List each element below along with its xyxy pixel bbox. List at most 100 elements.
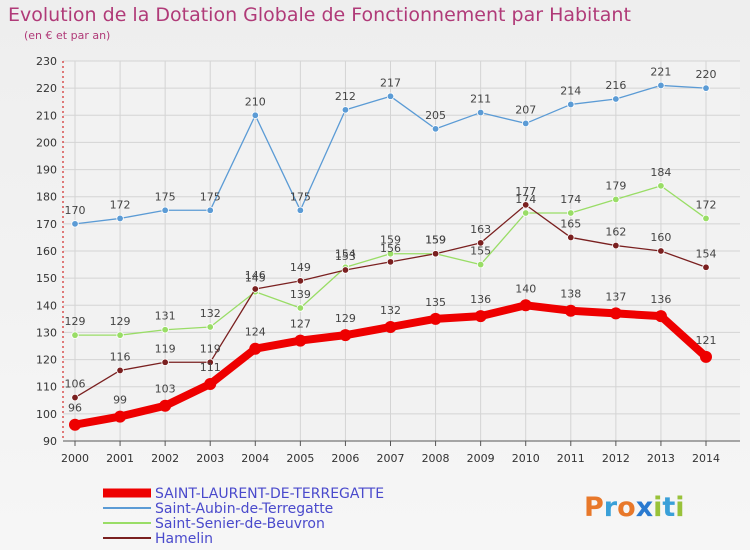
- data-label: 121: [696, 334, 717, 347]
- data-point: [386, 250, 395, 258]
- x-tick-label: 2001: [106, 452, 134, 465]
- data-point: [161, 326, 169, 334]
- y-tick-label: 160: [36, 245, 57, 258]
- data-point: [161, 206, 169, 214]
- data-point: [341, 266, 350, 274]
- data-point: [612, 195, 620, 204]
- x-tick-label: 2011: [557, 452, 585, 465]
- data-label: 135: [425, 296, 446, 309]
- data-label: 119: [155, 342, 176, 355]
- x-tick-label: 2007: [377, 452, 405, 465]
- data-label: 96: [68, 402, 82, 415]
- data-point: [206, 358, 214, 366]
- data-label: 129: [335, 312, 356, 325]
- data-label: 106: [65, 378, 86, 391]
- data-point: [702, 84, 710, 92]
- data-point: [294, 334, 307, 347]
- y-tick-label: 100: [36, 408, 57, 421]
- data-label: 165: [560, 217, 581, 230]
- data-label: 163: [470, 223, 491, 236]
- data-point: [251, 285, 259, 293]
- data-label: 160: [650, 231, 671, 244]
- data-label: 174: [560, 193, 581, 206]
- x-tick-label: 2006: [331, 452, 359, 465]
- data-point: [386, 92, 395, 100]
- data-label: 127: [290, 318, 311, 331]
- y-tick-label: 210: [36, 109, 57, 122]
- data-point: [159, 399, 172, 412]
- y-tick-label: 220: [36, 82, 57, 95]
- y-tick-label: 150: [36, 272, 57, 285]
- data-point: [386, 258, 395, 266]
- legend-label: Saint-Senier-de-Beuvron: [155, 516, 325, 532]
- data-point: [69, 418, 81, 431]
- data-point: [657, 247, 665, 255]
- data-point: [567, 233, 575, 242]
- data-label: 145: [245, 272, 266, 285]
- legend-label: SAINT-LAURENT-DE-TERREGATTE: [155, 486, 384, 502]
- data-label: 139: [290, 288, 311, 301]
- data-label: 146: [245, 269, 266, 282]
- data-label: 162: [605, 226, 626, 239]
- data-point: [429, 312, 442, 325]
- data-point: [564, 304, 577, 317]
- legend-label: Hamelin: [155, 531, 213, 547]
- data-label: 175: [290, 190, 311, 203]
- data-point: [474, 310, 487, 323]
- chart-subtitle: (en € et par an): [24, 29, 111, 42]
- data-point: [476, 108, 485, 117]
- x-tick-label: 2005: [286, 452, 314, 465]
- proxiti-logo: Proxiti: [584, 492, 685, 523]
- data-label: 210: [245, 95, 266, 108]
- data-point: [204, 378, 217, 390]
- x-tick-label: 2004: [241, 452, 269, 465]
- data-point: [702, 263, 710, 271]
- data-label: 132: [380, 304, 401, 317]
- data-label: 116: [110, 350, 131, 363]
- x-tick-label: 2012: [602, 452, 630, 465]
- y-tick-label: 140: [36, 299, 57, 312]
- data-point: [702, 214, 710, 223]
- data-point: [609, 307, 622, 320]
- data-point: [522, 209, 530, 217]
- data-point: [296, 304, 305, 312]
- data-point: [700, 350, 712, 363]
- data-label: 149: [290, 261, 311, 274]
- data-label: 137: [605, 290, 626, 303]
- data-label: 154: [335, 247, 356, 260]
- data-point: [251, 111, 259, 119]
- data-label: 216: [605, 79, 626, 92]
- data-label: 177: [515, 185, 536, 198]
- data-point: [206, 206, 214, 214]
- data-point: [431, 250, 440, 258]
- data-point: [657, 81, 665, 90]
- data-label: 136: [470, 293, 491, 306]
- data-point: [71, 220, 79, 228]
- data-point: [522, 201, 530, 209]
- data-point: [206, 323, 214, 331]
- data-label: 214: [560, 84, 581, 97]
- legend-label: Saint-Aubin-de-Terregatte: [155, 501, 333, 517]
- data-point: [519, 299, 532, 312]
- data-label: 217: [380, 76, 401, 89]
- data-label: 103: [155, 383, 176, 396]
- data-label: 172: [696, 198, 717, 211]
- x-tick-label: 2002: [151, 452, 179, 465]
- data-point: [296, 206, 305, 214]
- data-label: 154: [696, 247, 717, 260]
- y-tick-label: 90: [43, 435, 57, 448]
- data-label: 159: [425, 234, 446, 247]
- data-label: 138: [560, 288, 581, 301]
- y-tick-label: 180: [36, 191, 57, 204]
- data-label: 119: [200, 342, 221, 355]
- data-label: 140: [515, 282, 536, 295]
- data-point: [71, 393, 79, 402]
- data-label: 220: [696, 68, 717, 81]
- data-label: 153: [335, 250, 356, 263]
- data-label: 221: [650, 65, 671, 78]
- x-tick-label: 2013: [647, 452, 675, 465]
- data-point: [612, 95, 620, 103]
- data-point: [567, 209, 575, 217]
